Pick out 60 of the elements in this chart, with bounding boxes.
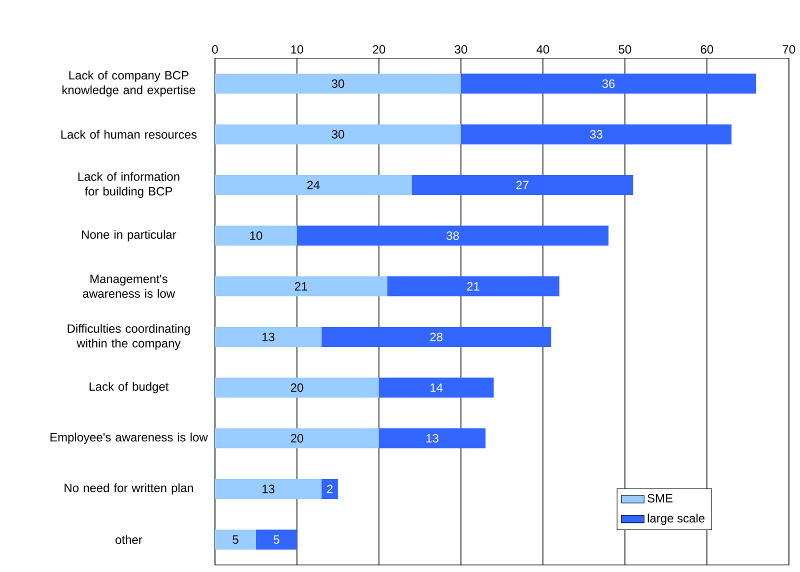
- data-label: 24: [307, 180, 320, 190]
- x-tick-label: 10: [291, 45, 304, 54]
- data-label: 27: [516, 180, 528, 190]
- bar: [214, 226, 297, 246]
- bar: [322, 327, 552, 347]
- data-label: 20: [290, 383, 304, 392]
- data-label: 14: [430, 384, 443, 392]
- y-tick-label: other: [116, 535, 142, 544]
- bar: [378, 378, 494, 398]
- y-tick-label: Lack of company BCP knowledge and expertise: [62, 70, 196, 97]
- x-tick-label: 0: [212, 45, 218, 54]
- y-tick-label: Lack of budget: [90, 382, 169, 394]
- y-tick-label: Employee's awareness is low: [50, 432, 208, 444]
- data-label: 28: [430, 332, 442, 342]
- data-label: 13: [426, 434, 438, 443]
- bar: [214, 74, 461, 94]
- data-label: 38: [446, 231, 459, 240]
- bar: [214, 530, 256, 550]
- data-label: 5: [274, 535, 280, 544]
- y-tick-label: Lack of human resources: [61, 130, 197, 139]
- data-label: 21: [467, 282, 480, 291]
- x-tick-label: 70: [782, 45, 796, 54]
- bar: [322, 478, 338, 499]
- bar: [214, 175, 412, 196]
- legend-label: large scale: [648, 514, 704, 525]
- y-tick-label: None in particular: [82, 230, 176, 242]
- data-label: 5: [232, 535, 238, 544]
- bar: [378, 428, 486, 448]
- bar: [460, 74, 756, 94]
- data-label: 33: [590, 130, 602, 139]
- data-label: 21: [294, 282, 308, 291]
- data-label: 20: [290, 434, 304, 443]
- y-tick-label: Management's awareness is low: [82, 274, 176, 298]
- y-tick-label: Difficulties coordinating within the company: [68, 324, 190, 350]
- data-label: 13: [262, 484, 274, 494]
- legend-label: SME: [648, 494, 673, 503]
- data-label: 13: [262, 332, 274, 342]
- bar: [214, 478, 322, 499]
- bar: [214, 327, 322, 347]
- data-label: 36: [602, 79, 615, 88]
- x-tick-label: 30: [454, 45, 468, 54]
- bar: [214, 124, 461, 144]
- data-label: 30: [332, 79, 344, 88]
- x-tick-label: 50: [618, 45, 632, 54]
- bar: [460, 124, 732, 144]
- data-label: 10: [250, 231, 262, 240]
- bar: [214, 276, 388, 296]
- data-label: 2: [327, 484, 332, 494]
- bar: [214, 428, 379, 448]
- bar: [412, 175, 634, 196]
- bar: [256, 530, 297, 550]
- x-tick-label: 20: [372, 45, 386, 54]
- bar: [387, 276, 560, 296]
- bar: [296, 226, 609, 246]
- y-tick-label: Lack of information for building BCP: [78, 172, 180, 198]
- x-tick-label: 60: [700, 45, 714, 54]
- bar: [214, 378, 379, 398]
- data-label: 30: [332, 130, 344, 139]
- y-tick-label: No need for written plan: [64, 483, 193, 495]
- x-tick-label: 40: [536, 45, 550, 54]
